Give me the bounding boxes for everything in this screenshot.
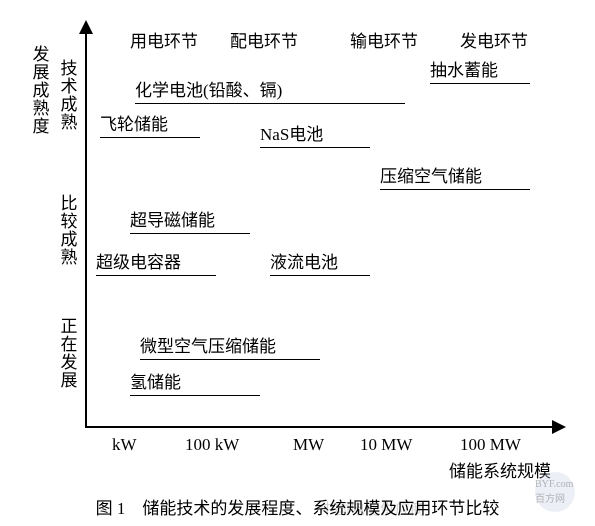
y-cat-2: 正在发展 — [60, 318, 78, 390]
tech-item-0: 抽水蓄能 — [430, 56, 530, 84]
x-tick-1: 100 kW — [185, 435, 239, 455]
x-tick-3: 10 MW — [360, 435, 412, 455]
y-axis-title: 发展成熟度 — [32, 46, 50, 136]
figure-caption: 图 1 储能技术的发展程度、系统规模及应用环节比较 — [0, 494, 595, 519]
y-axis-arrow — [79, 20, 93, 34]
x-tick-0: kW — [112, 435, 137, 455]
x-tick-4: 100 MW — [460, 435, 521, 455]
col-header-3: 发电环节 — [460, 27, 528, 52]
tech-item-4: 压缩空气储能 — [380, 162, 530, 190]
tech-item-2: 飞轮储能 — [100, 110, 200, 138]
y-cat-0: 技术成熟 — [60, 60, 78, 132]
col-header-0: 用电环节 — [130, 27, 198, 52]
tech-item-6: 超级电容器 — [96, 248, 216, 276]
chart-area: 发展成熟度 技术成熟 比较成熟 正在发展 用电环节 配电环节 输电环节 发电环节… — [0, 0, 595, 526]
y-axis-line — [85, 28, 87, 428]
x-axis-line — [85, 426, 555, 428]
x-tick-2: MW — [293, 435, 324, 455]
tech-item-3: NaS电池 — [260, 120, 370, 148]
tech-item-1: 化学电池(铅酸、镉) — [135, 76, 405, 104]
col-header-2: 输电环节 — [350, 27, 418, 52]
y-cat-1: 比较成熟 — [60, 195, 78, 267]
tech-item-9: 氢储能 — [130, 368, 260, 396]
x-axis-arrow — [552, 420, 566, 434]
tech-item-7: 液流电池 — [270, 248, 370, 276]
col-header-1: 配电环节 — [230, 27, 298, 52]
tech-item-8: 微型空气压缩储能 — [140, 332, 320, 360]
tech-item-5: 超导磁储能 — [130, 206, 250, 234]
